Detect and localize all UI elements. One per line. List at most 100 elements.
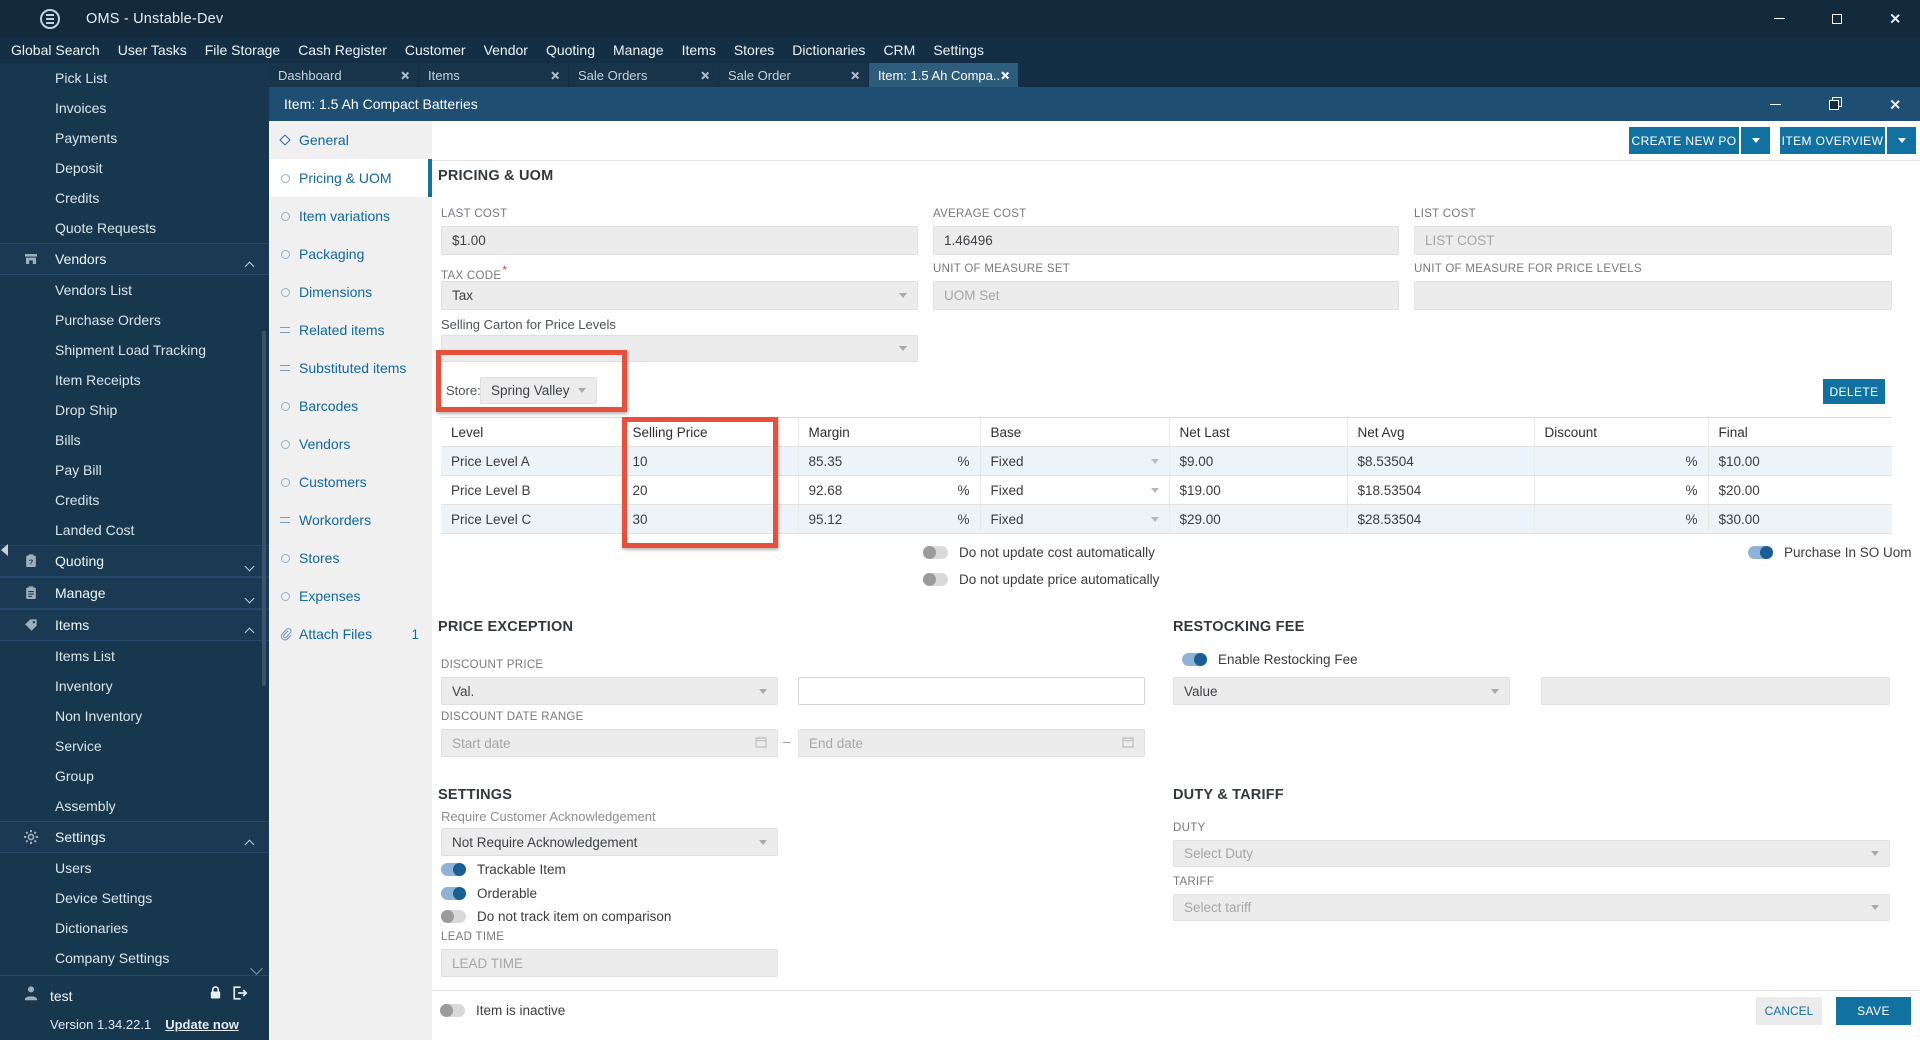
close-button[interactable] bbox=[1886, 10, 1904, 28]
menu-dictionaries[interactable]: Dictionaries bbox=[792, 42, 866, 58]
logout-icon[interactable] bbox=[230, 984, 249, 1005]
selling-price-cell[interactable]: 20 bbox=[621, 475, 798, 505]
do-not-update-cost-toggle[interactable] bbox=[923, 545, 948, 559]
sidebar-item-credits[interactable]: Credits bbox=[55, 190, 100, 206]
menu-settings[interactable]: Settings bbox=[933, 42, 984, 58]
base-select[interactable]: Fixed bbox=[979, 504, 1169, 534]
item-inactive-toggle[interactable] bbox=[440, 1003, 465, 1017]
sidebar-item-dictionaries[interactable]: Dictionaries bbox=[55, 920, 129, 936]
last-cost-input[interactable] bbox=[441, 226, 918, 255]
sidebar-collapse-arrow-icon[interactable] bbox=[1, 544, 8, 556]
uom-set-input[interactable] bbox=[933, 281, 1399, 310]
tariff-select[interactable]: Select tariff bbox=[1173, 894, 1890, 921]
close-icon[interactable] bbox=[550, 71, 559, 80]
menu-quoting[interactable]: Quoting bbox=[545, 42, 595, 58]
nav-customers[interactable]: Customers bbox=[269, 463, 432, 501]
tab-item-detail[interactable]: Item: 1.5 Ah Compa... bbox=[869, 63, 1018, 87]
create-new-po-dropdown-button[interactable] bbox=[1741, 127, 1770, 154]
sidebar-item-pick-list[interactable]: Pick List bbox=[55, 70, 108, 86]
close-icon[interactable] bbox=[850, 71, 859, 80]
restore-button[interactable] bbox=[1826, 95, 1844, 113]
sidebar-item-credits-2[interactable]: Credits bbox=[55, 492, 100, 508]
item-overview-dropdown-button[interactable] bbox=[1887, 127, 1916, 154]
store-select[interactable]: Spring Valley bbox=[480, 377, 597, 404]
acknowledgement-select[interactable]: Not Require Acknowledgement bbox=[441, 828, 778, 856]
orderable-toggle[interactable] bbox=[441, 886, 466, 900]
menu-manage[interactable]: Manage bbox=[613, 42, 664, 58]
margin-cell[interactable]: 92.68% bbox=[797, 475, 980, 505]
create-new-po-button[interactable]: CREATE NEW PO bbox=[1629, 127, 1739, 154]
base-select[interactable]: Fixed bbox=[979, 475, 1169, 505]
nav-general[interactable]: General bbox=[269, 121, 432, 159]
sidebar-item-items-list[interactable]: Items List bbox=[55, 648, 115, 664]
sidebar-item-landed-cost[interactable]: Landed Cost bbox=[55, 522, 135, 538]
update-now-link[interactable]: Update now bbox=[165, 1017, 239, 1032]
tab-sale-orders[interactable]: Sale Orders bbox=[569, 63, 718, 87]
close-icon[interactable] bbox=[1000, 71, 1009, 80]
close-button[interactable] bbox=[1886, 95, 1904, 113]
sidebar-item-drop-ship[interactable]: Drop Ship bbox=[55, 402, 118, 418]
sidebar-item-payments[interactable]: Payments bbox=[55, 130, 118, 146]
nav-pricing-uom[interactable]: Pricing & UOM bbox=[269, 159, 432, 197]
nav-workorders[interactable]: Workorders bbox=[269, 501, 432, 539]
sidebar-item-pay-bill[interactable]: Pay Bill bbox=[55, 462, 102, 478]
menu-items[interactable]: Items bbox=[681, 42, 716, 58]
sidebar-section-vendors[interactable]: Vendors bbox=[0, 243, 269, 275]
end-date-input[interactable]: End date bbox=[798, 729, 1145, 757]
tab-items[interactable]: Items bbox=[419, 63, 568, 87]
close-icon[interactable] bbox=[400, 71, 409, 80]
sidebar-item-non-inventory[interactable]: Non Inventory bbox=[55, 708, 143, 724]
selling-price-cell[interactable]: 10 bbox=[621, 446, 798, 476]
sidebar-item-quote-requests[interactable]: Quote Requests bbox=[55, 220, 157, 236]
sidebar-section-manage[interactable]: Manage bbox=[0, 577, 269, 609]
menu-user-tasks[interactable]: User Tasks bbox=[117, 42, 187, 58]
menu-vendor[interactable]: Vendor bbox=[483, 42, 528, 58]
cancel-button[interactable]: CANCEL bbox=[1756, 997, 1822, 1025]
minimize-button[interactable] bbox=[1766, 95, 1784, 113]
nav-expenses[interactable]: Expenses bbox=[269, 577, 432, 615]
item-overview-button[interactable]: ITEM OVERVIEW bbox=[1780, 127, 1885, 154]
sidebar-item-bills[interactable]: Bills bbox=[55, 432, 81, 448]
trackable-item-toggle[interactable] bbox=[441, 862, 466, 876]
sidebar-item-vendors-list[interactable]: Vendors List bbox=[55, 282, 133, 298]
menu-cash-register[interactable]: Cash Register bbox=[298, 42, 387, 58]
sidebar-item-service[interactable]: Service bbox=[55, 738, 102, 754]
tax-code-select[interactable]: Tax bbox=[441, 281, 918, 310]
do-not-track-comparison-toggle[interactable] bbox=[441, 909, 466, 923]
enable-restocking-fee-toggle[interactable] bbox=[1182, 652, 1207, 666]
restocking-type-select[interactable]: Value bbox=[1173, 677, 1510, 705]
do-not-update-price-toggle[interactable] bbox=[923, 572, 948, 586]
minimize-button[interactable] bbox=[1770, 10, 1788, 28]
base-select[interactable]: Fixed bbox=[979, 446, 1169, 476]
nav-related-items[interactable]: Related items bbox=[269, 311, 432, 349]
margin-cell[interactable]: 85.35% bbox=[797, 446, 980, 476]
sidebar-item-group[interactable]: Group bbox=[55, 768, 94, 784]
menu-customer[interactable]: Customer bbox=[404, 42, 466, 58]
discount-price-amount-input[interactable] bbox=[798, 677, 1145, 705]
selling-carton-select[interactable] bbox=[441, 335, 918, 362]
delete-button[interactable]: DELETE bbox=[1823, 379, 1885, 404]
selling-price-cell[interactable]: 30 bbox=[621, 504, 798, 534]
nav-item-variations[interactable]: Item variations bbox=[269, 197, 432, 235]
tab-sale-order[interactable]: Sale Order bbox=[719, 63, 868, 87]
restocking-amount-input[interactable] bbox=[1541, 677, 1890, 705]
start-date-input[interactable]: Start date bbox=[441, 729, 778, 757]
sidebar-item-purchase-orders[interactable]: Purchase Orders bbox=[55, 312, 161, 328]
sidebar-scrollbar[interactable] bbox=[262, 331, 266, 686]
lead-time-input[interactable] bbox=[441, 949, 778, 977]
sidebar-item-users[interactable]: Users bbox=[55, 860, 92, 876]
list-cost-input[interactable] bbox=[1414, 226, 1892, 255]
menu-file-storage[interactable]: File Storage bbox=[204, 42, 281, 58]
sidebar-section-settings[interactable]: Settings bbox=[0, 821, 269, 853]
average-cost-input[interactable] bbox=[933, 226, 1399, 255]
duty-select[interactable]: Select Duty bbox=[1173, 840, 1890, 867]
sidebar-item-item-receipts[interactable]: Item Receipts bbox=[55, 372, 141, 388]
menu-crm[interactable]: CRM bbox=[883, 42, 916, 58]
nav-packaging[interactable]: Packaging bbox=[269, 235, 432, 273]
sidebar-item-inventory[interactable]: Inventory bbox=[55, 678, 113, 694]
menu-global-search[interactable]: Global Search bbox=[11, 42, 100, 58]
sidebar-item-device-settings[interactable]: Device Settings bbox=[55, 890, 153, 906]
sidebar-item-assembly[interactable]: Assembly bbox=[55, 798, 116, 814]
menu-stores[interactable]: Stores bbox=[733, 42, 775, 58]
scroll-down-chevron-icon[interactable] bbox=[250, 960, 263, 976]
